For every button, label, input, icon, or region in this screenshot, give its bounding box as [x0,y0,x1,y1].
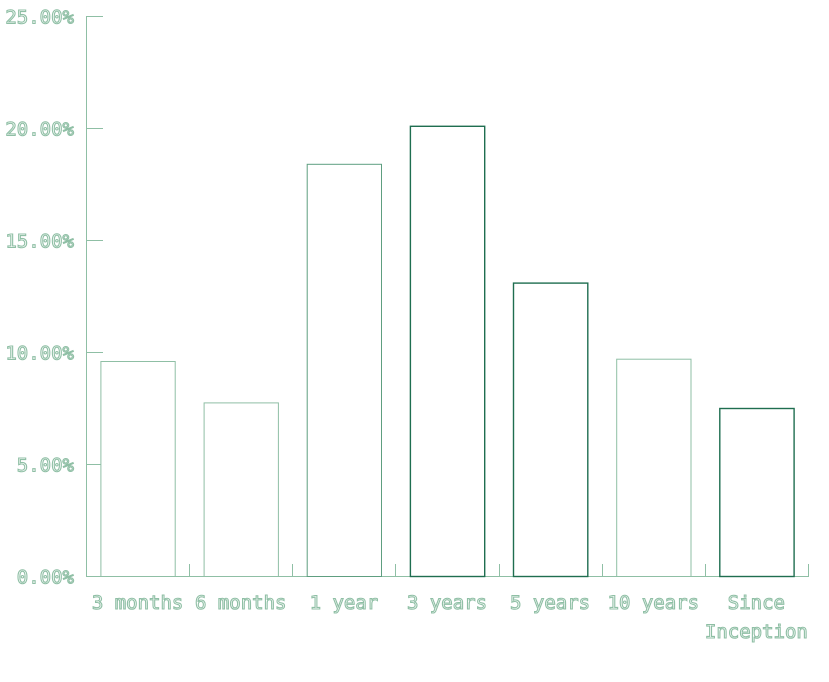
y-tick-label: 5.00% [17,455,75,477]
y-tick-label: 20.00% [5,119,74,141]
bar [719,407,795,578]
x-tick-label: 10 years [608,592,700,614]
x-tick-label: 6 months [195,592,287,614]
bar [100,361,176,577]
x-axis: 3 months 6 months 1 year 3 years 5 years 10 y… [86,564,809,644]
y-tick-label: 10.00% [5,343,74,365]
x-tick-label: 3 years [407,592,487,614]
y-tick-label: 0.00% [17,567,75,589]
bar [616,358,692,578]
x-tick-label: 3 months [92,592,184,614]
bars [100,125,795,578]
bar [203,402,279,577]
y-tick-label: 15.00% [5,231,74,253]
y-tick-label: 25.00% [5,7,74,29]
y-axis: 0.00% 5.00% 10.00% 15.00% 20.00% 25.00% [5,6,103,589]
x-tick-label: Since Inception [705,592,808,643]
x-tick-label: 5 years [510,592,590,614]
bar [512,282,589,578]
bar [306,163,383,578]
x-tick-label: 1 year [310,592,379,614]
bar [409,125,486,578]
